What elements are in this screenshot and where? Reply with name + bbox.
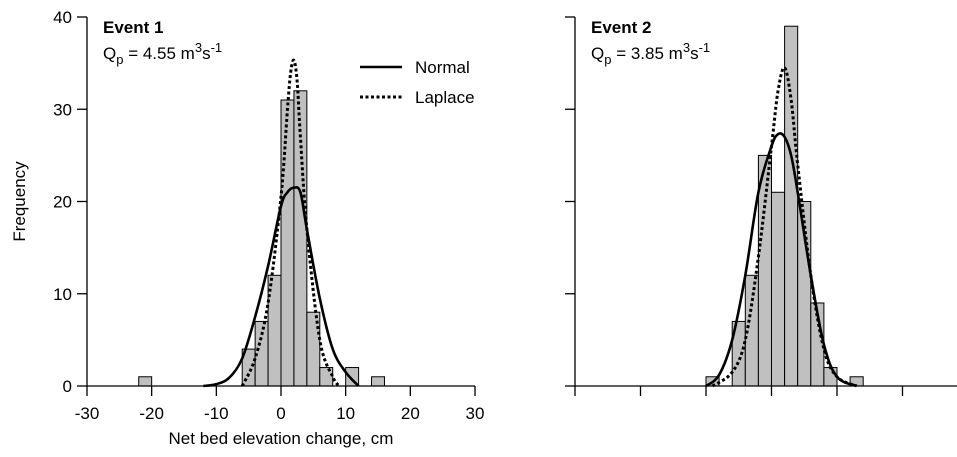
legend: Normal Laplace (360, 58, 475, 107)
x-tick-label: 0 (276, 404, 285, 423)
histogram-bar (784, 25, 799, 387)
series-line-normal (705, 132, 858, 388)
histogram-bar (757, 154, 773, 387)
y-axis-label: Frequency (10, 161, 29, 242)
histogram-bar (138, 376, 153, 387)
x-tick-label: 20 (401, 404, 420, 423)
x-tick-label: -30 (75, 404, 100, 423)
series-line-normal (203, 186, 360, 388)
panel-label: Event 1 (103, 18, 163, 37)
legend-label-normal: Normal (415, 58, 470, 77)
y-tick-label: 10 (53, 285, 72, 304)
series-line-laplace (240, 58, 341, 387)
histogram-bars (705, 25, 864, 387)
panel-event-2: Event 2 Qp = 3.85 m3s-1 (565, 16, 957, 396)
histogram-bar (371, 376, 385, 387)
y-tick-label: 20 (53, 193, 72, 212)
histogram-bar (280, 99, 295, 387)
discharge-annotation: Qp = 4.55 m3s-1 (103, 40, 222, 67)
x-axis-label: Net bed elevation change, cm (169, 429, 394, 448)
x-tick-label: -20 (139, 404, 164, 423)
x-tick-label: 30 (466, 404, 485, 423)
histogram-bar (267, 274, 282, 387)
histogram-bar (771, 191, 786, 387)
legend-label-laplace: Laplace (415, 88, 475, 107)
y-tick-label: 40 (53, 8, 72, 27)
y-tick-label: 30 (53, 100, 72, 119)
x-tick-label: -10 (204, 404, 229, 423)
panel-label: Event 2 (591, 18, 651, 37)
x-tick-label: 10 (336, 404, 355, 423)
discharge-annotation: Qp = 3.85 m3s-1 (591, 40, 710, 67)
y-tick-label: 0 (63, 377, 72, 396)
histogram-bars (138, 90, 385, 387)
panel-event-1: 0 10 20 30 40 -30 -20 -10 0 10 20 30 Net bed elevati… (10, 8, 484, 448)
